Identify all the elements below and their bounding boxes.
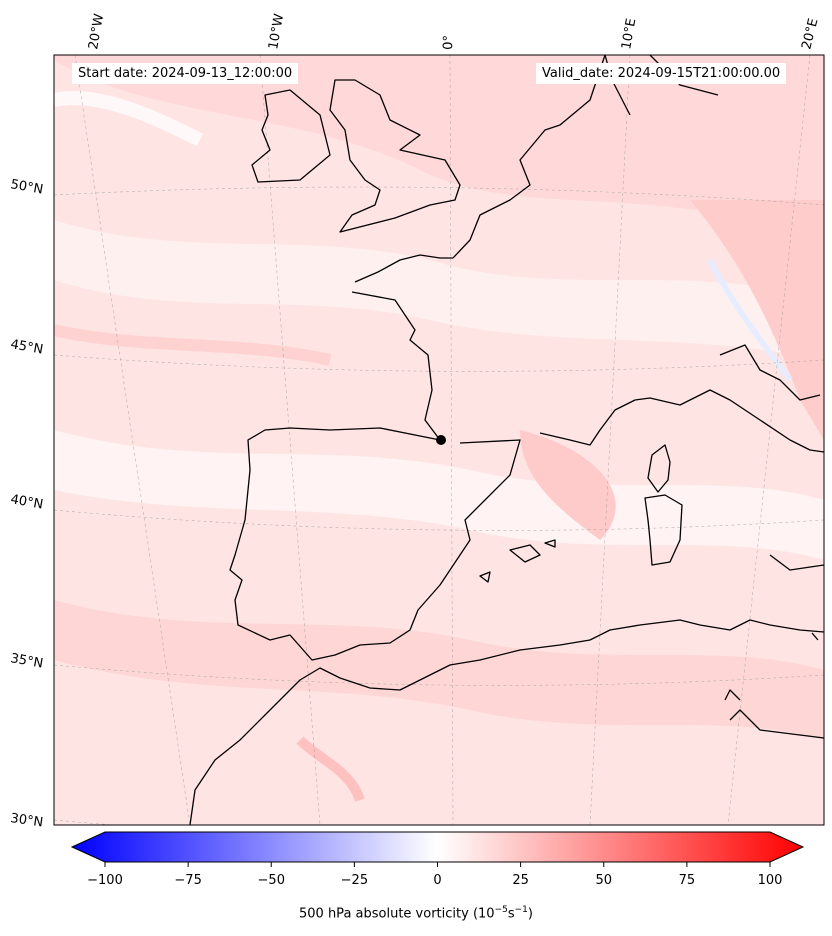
ireland-coast: [251, 89, 331, 183]
italy-coast: [539, 344, 824, 453]
lat-label: 50°N: [9, 177, 44, 197]
lon-label: 10°E: [619, 17, 639, 50]
great-britain-coast: [329, 79, 461, 233]
colorbar-title-exp2: −1: [514, 905, 528, 915]
map-frame: [53, 54, 825, 826]
colorbar-title-prefix: 500 hPa absolute vorticity (10: [299, 906, 495, 922]
lat-label: 30°N: [9, 811, 44, 830]
lat-label: 45°N: [9, 337, 44, 357]
colorbar-tick-label: 75: [679, 873, 696, 888]
colorbar-tick-label: 25: [512, 873, 529, 888]
colorbar-title-exp1: −5: [494, 905, 508, 915]
iberia-coast: [229, 427, 521, 661]
lon-label: 0°: [441, 35, 457, 50]
colorbar-tick-label: −25: [341, 873, 368, 888]
colorbar-bar: [70, 831, 805, 863]
colorbar-tick-label: 0: [433, 873, 441, 888]
sicily-coast: [769, 554, 824, 641]
lon-label: 10°W: [266, 13, 287, 51]
valid-date-label: Valid_date: 2024-09-15T21:00:00.00: [536, 63, 787, 84]
north-africa-coast: [189, 619, 824, 825]
colorbar: −100 −75 −50 −25 0 25 50 75 100: [70, 831, 805, 888]
lon-label: 20°W: [86, 13, 107, 51]
graticule: [54, 55, 824, 825]
colorbar-tick-label: −100: [87, 873, 123, 888]
sardinia-coast: [644, 494, 683, 566]
colorbar-tick-label: −50: [258, 873, 285, 888]
europe-coast: [351, 55, 606, 441]
lon-label: 20°E: [799, 17, 821, 51]
colorbar-title: 500 hPa absolute vorticity (10−5s−1): [0, 905, 832, 921]
vorticity-field: [54, 55, 824, 825]
start-date-label: Start date: 2024-09-13_12:00:00: [72, 63, 299, 84]
colorbar-tick-label: 50: [595, 873, 612, 888]
latitude-labels: 50°N 45°N 40°N 35°N 30°N: [9, 177, 44, 830]
colorbar-tick-label: −75: [174, 873, 201, 888]
balearic-coast: [479, 539, 556, 583]
colorbar-title-suffix: ): [527, 906, 533, 922]
lat-label: 40°N: [9, 492, 44, 512]
colorbar-tick-label: 100: [758, 873, 783, 888]
lat-label: 35°N: [9, 651, 44, 671]
storm-center-dot: [436, 435, 446, 445]
colorbar-title-mid: s: [507, 906, 515, 922]
colorbar-ticks: −100 −75 −50 −25 0 25 50 75 100: [87, 862, 782, 888]
longitude-labels: 20°W 10°W 0° 10°E 20°E: [86, 13, 821, 51]
corsica-coast: [647, 444, 671, 493]
